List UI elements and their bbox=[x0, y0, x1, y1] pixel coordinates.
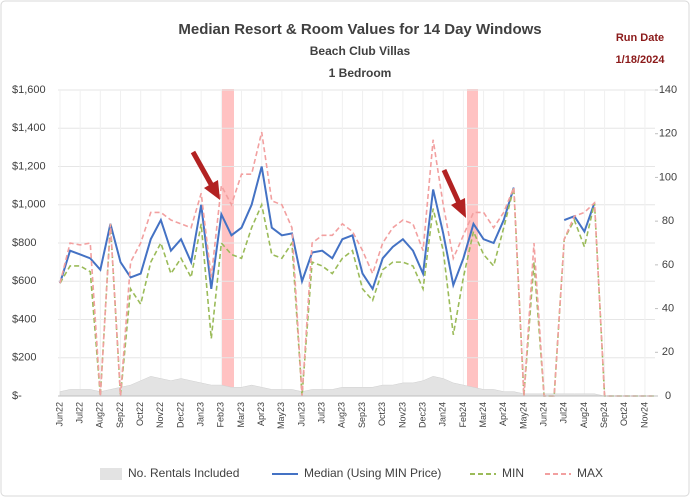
x-tick-label: Nov24 bbox=[639, 402, 649, 428]
y2-tick-label: 0 bbox=[665, 390, 671, 402]
x-tick-label: Oct24 bbox=[619, 402, 629, 426]
arrow bbox=[441, 168, 462, 205]
y-tick-label: $1,400 bbox=[12, 122, 46, 134]
y-tick-label: $400 bbox=[12, 313, 36, 325]
y-tick-label: $600 bbox=[12, 275, 36, 287]
x-tick-label: Mar23 bbox=[236, 402, 246, 428]
chart-subtitle: Beach Club Villas bbox=[310, 44, 411, 58]
x-tick-label: Sep24 bbox=[599, 402, 609, 428]
x-tick-label: Apr23 bbox=[256, 402, 266, 426]
series-line bbox=[59, 131, 655, 397]
x-tick-label: Jun22 bbox=[54, 402, 64, 427]
x-tick-label: Sep22 bbox=[115, 402, 125, 428]
x-tick-label: Dec22 bbox=[175, 402, 185, 428]
y-tick-label: $- bbox=[12, 390, 22, 402]
y-tick-label: $200 bbox=[12, 352, 36, 364]
x-tick-label: Feb24 bbox=[458, 402, 468, 428]
series-line bbox=[59, 187, 655, 397]
legend-label: Median (Using MIN Price) bbox=[304, 466, 441, 480]
x-tick-label: Jan24 bbox=[438, 402, 448, 427]
y2-tick-label: 80 bbox=[662, 215, 674, 227]
y2-tick-label: 20 bbox=[662, 346, 674, 358]
legend-label: MIN bbox=[502, 466, 524, 480]
y2-tick-label: 140 bbox=[659, 84, 677, 96]
x-tick-label: Dec23 bbox=[417, 402, 427, 428]
x-tick-label: Jul23 bbox=[317, 402, 327, 424]
y-tick-label: $1,000 bbox=[12, 199, 46, 211]
x-tick-label: Aug22 bbox=[95, 402, 105, 428]
arrows bbox=[190, 150, 466, 218]
y2-tick-label: 100 bbox=[659, 171, 677, 183]
y-tick-label: $1,600 bbox=[12, 84, 46, 96]
x-tick-label: Oct23 bbox=[377, 402, 387, 426]
x-tick-label: Sep23 bbox=[357, 402, 367, 428]
run-date-label: Run Date bbox=[616, 32, 664, 44]
x-tick-label: Feb23 bbox=[216, 402, 226, 428]
series-line bbox=[59, 166, 596, 292]
x-tick-label: Jun24 bbox=[538, 402, 548, 427]
x-tick-label: Oct22 bbox=[135, 402, 145, 426]
x-tick-label: Jul24 bbox=[559, 402, 569, 424]
x-tick-label: Mar24 bbox=[478, 402, 488, 428]
x-tick-label: Apr24 bbox=[498, 402, 508, 426]
x-tick-label: Nov22 bbox=[155, 402, 165, 428]
x-tick-label: Jun23 bbox=[296, 402, 306, 427]
x-tick-label: Aug23 bbox=[337, 402, 347, 428]
x-tick-label: Jul22 bbox=[75, 402, 85, 424]
y2-tick-label: 40 bbox=[662, 302, 674, 314]
arrow-head bbox=[204, 180, 220, 200]
y2-tick-label: 120 bbox=[659, 128, 677, 140]
y2-tick-label: 60 bbox=[662, 259, 674, 271]
x-tick-label: May23 bbox=[276, 402, 286, 429]
chart-title: Median Resort & Room Values for 14 Day W… bbox=[178, 21, 541, 38]
x-tick-label: Nov23 bbox=[397, 402, 407, 428]
x-tick-label: May24 bbox=[518, 402, 528, 429]
x-tick-label: Aug24 bbox=[579, 402, 589, 428]
legend-label: No. Rentals Included bbox=[128, 466, 239, 480]
legend-swatch bbox=[100, 468, 122, 480]
rentals-area bbox=[59, 376, 655, 397]
legend-label: MAX bbox=[577, 466, 603, 480]
arrow bbox=[190, 150, 215, 188]
chart-subtitle: 1 Bedroom bbox=[329, 66, 392, 80]
run-date: 1/18/2024 bbox=[616, 54, 666, 66]
x-tick-label: Jan23 bbox=[196, 402, 206, 427]
y-tick-label: $1,200 bbox=[12, 160, 46, 172]
arrow-head bbox=[451, 198, 466, 218]
y-tick-label: $800 bbox=[12, 237, 36, 249]
